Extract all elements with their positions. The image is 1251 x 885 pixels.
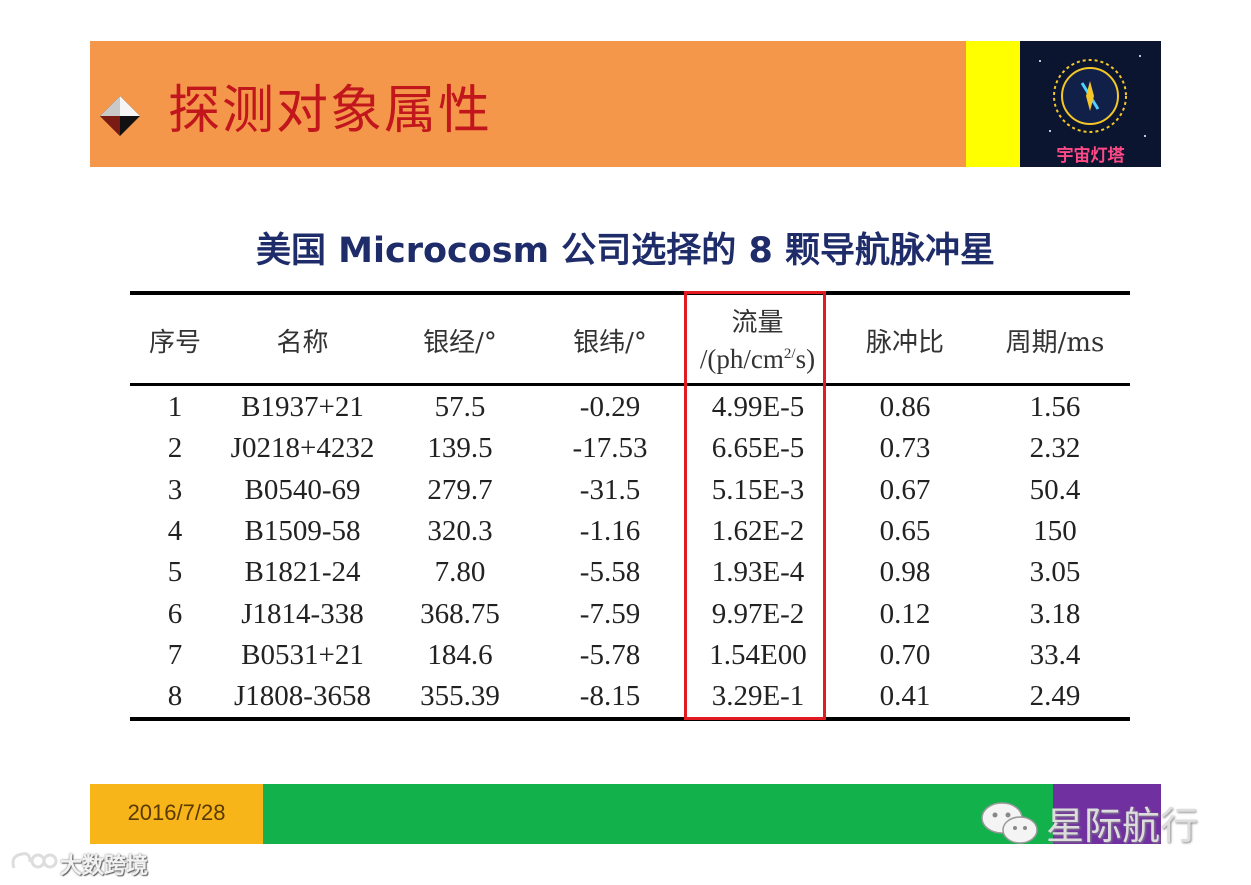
table-top-rule	[130, 291, 1130, 295]
col-header-name: 名称	[276, 328, 329, 358]
cell-pulse-ratio: 0.12	[879, 597, 931, 630]
col-header-pulse-ratio: 脉冲比	[865, 328, 944, 358]
header-band	[90, 41, 966, 167]
cell-period: 50.4	[1029, 473, 1081, 506]
footer-band	[263, 784, 1053, 844]
cell-flux: 4.99E-5	[711, 391, 805, 423]
cell-name: J1808-3658	[234, 680, 371, 713]
cell-index: 4	[167, 514, 183, 547]
watermark2-text: 大数跨境	[60, 854, 149, 879]
footer-accent-band	[1053, 784, 1161, 844]
cell-glon: 57.5	[434, 391, 486, 423]
cell-flux: 9.97E-2	[711, 597, 805, 630]
cell-index: 1	[167, 391, 183, 423]
col-header-index: 序号	[148, 328, 201, 358]
footer-date-band	[90, 784, 263, 844]
table-bottom-rule	[130, 717, 1130, 721]
cell-name: B1821-24	[244, 556, 361, 589]
cell-name: B1509-58	[244, 514, 361, 547]
cell-pulse-ratio: 0.70	[879, 638, 931, 671]
cell-flux: 1.54E00	[709, 638, 807, 671]
cell-glon: 320.3	[427, 514, 493, 547]
logo: 宇宙灯塔	[1020, 41, 1161, 167]
watermark-text: 星际航行	[1046, 804, 1199, 848]
flux-unit-sup: 2/	[783, 346, 796, 362]
cell-glon: 279.7	[427, 473, 493, 506]
cell-glon: 368.75	[420, 597, 500, 630]
cell-period: 33.4	[1029, 638, 1081, 671]
col-header-flux: 流量	[731, 308, 784, 338]
lighthouse-logo-icon	[1039, 55, 1146, 137]
cell-pulse-ratio: 0.73	[879, 432, 931, 465]
cell-name: J0218+4232	[230, 432, 375, 465]
cell-index: 5	[167, 556, 183, 589]
cell-glon: 355.39	[420, 680, 500, 713]
cell-pulse-ratio: 0.65	[879, 514, 931, 547]
cell-flux: 1.62E-2	[711, 514, 805, 547]
cell-index: 2	[167, 432, 183, 465]
cell-glon: 139.5	[427, 432, 493, 465]
logo-text: 宇宙灯塔	[1056, 146, 1125, 166]
cell-pulse-ratio: 0.67	[879, 473, 931, 506]
cell-period: 1.56	[1029, 391, 1081, 423]
cell-glat: -5.58	[579, 556, 641, 589]
cell-index: 7	[167, 638, 183, 671]
table-title: 美国 Microcosm 公司选择的 8 颗导航脉冲星	[255, 231, 996, 271]
cell-name: B0540-69	[244, 473, 361, 506]
flux-unit-text: /(ph/cm	[699, 344, 784, 374]
cell-period: 3.05	[1029, 556, 1081, 589]
slide-title: 探测对象属性	[168, 81, 493, 141]
wechat-icon	[981, 802, 1038, 844]
cell-pulse-ratio: 0.41	[879, 680, 931, 713]
cell-flux: 5.15E-3	[711, 473, 805, 506]
col-header-period: 周期/ms	[1005, 328, 1105, 358]
cell-glon: 184.6	[427, 638, 493, 671]
cell-glat: -7.59	[579, 597, 641, 630]
cell-pulse-ratio: 0.86	[879, 391, 931, 423]
cell-flux: 1.93E-4	[711, 556, 805, 589]
cell-name: J1814-338	[241, 597, 364, 630]
cell-glat: -5.78	[579, 638, 641, 671]
cell-period: 2.49	[1029, 680, 1081, 713]
cell-glon: 7.80	[434, 556, 486, 589]
col-header-glon: 银经/°	[423, 328, 497, 358]
diamond-bullet-icon	[100, 96, 140, 136]
watermark-logo-icon	[11, 852, 58, 869]
cell-glat: -1.16	[579, 514, 641, 547]
cell-index: 3	[167, 473, 183, 506]
col-header-glat: 银纬/°	[573, 328, 647, 358]
cell-pulse-ratio: 0.98	[879, 556, 931, 589]
cell-period: 3.18	[1029, 597, 1081, 630]
cell-glat: -31.5	[579, 473, 641, 506]
cell-index: 6	[167, 597, 183, 630]
flux-unit-end: s)	[795, 344, 816, 374]
table-header-rule	[130, 383, 1130, 386]
cell-flux: 3.29E-1	[711, 680, 805, 713]
header-accent-bar	[966, 41, 1020, 167]
col-header-flux-unit: /(ph/cm2/s)	[690, 344, 825, 375]
cell-period: 150	[1033, 514, 1077, 547]
cell-glat: -17.53	[572, 432, 648, 465]
cell-period: 2.32	[1029, 432, 1081, 465]
footer-date: 2016/7/28	[127, 800, 226, 825]
cell-index: 8	[167, 680, 183, 713]
cell-name: B1937+21	[241, 391, 364, 423]
cell-glat: -0.29	[579, 391, 641, 423]
cell-name: B0531+21	[241, 638, 364, 671]
cell-glat: -8.15	[579, 680, 641, 713]
cell-flux: 6.65E-5	[711, 432, 805, 465]
flux-highlight-box	[684, 291, 826, 720]
